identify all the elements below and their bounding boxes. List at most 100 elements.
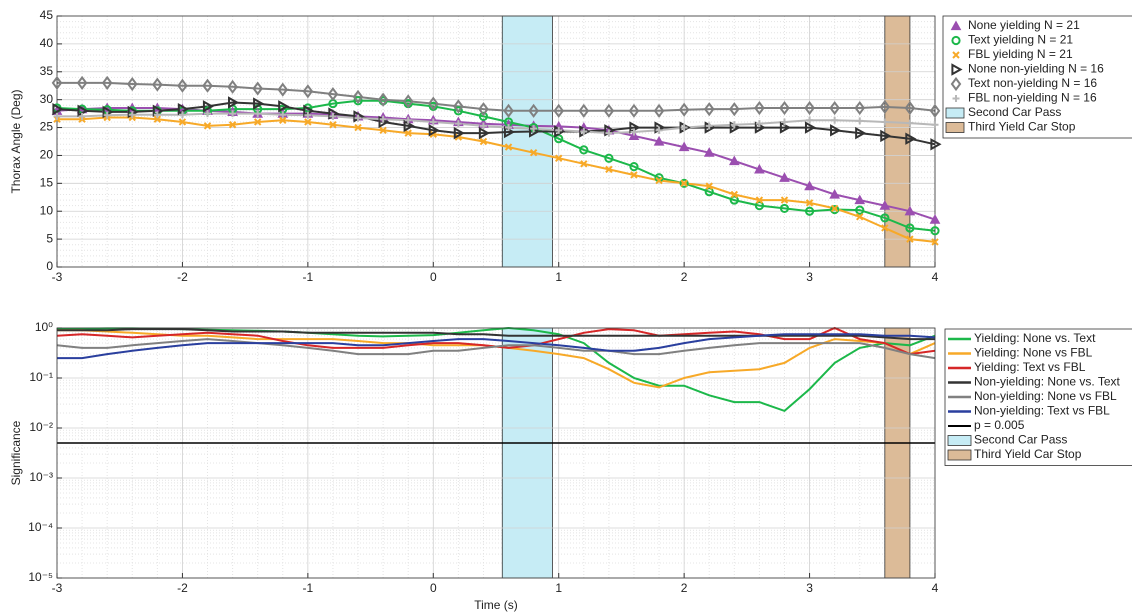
x-tick-label: -3 [52, 581, 63, 595]
marker [806, 116, 814, 124]
marker [228, 96, 240, 109]
y-tick-label: 10⁻¹ [29, 370, 53, 384]
y-tick-label: 10⁻⁵ [28, 570, 53, 584]
marker [178, 111, 186, 119]
marker [603, 103, 615, 118]
marker [629, 162, 639, 172]
marker [630, 128, 638, 136]
plot-area [57, 16, 935, 267]
marker [204, 110, 212, 118]
x-tick-label: 2 [681, 581, 688, 595]
marker [254, 110, 262, 118]
y-tick-label: 10⁻³ [29, 470, 53, 484]
marker [327, 87, 339, 102]
legend-swatch [947, 435, 972, 446]
marker [530, 125, 538, 133]
marker [703, 102, 715, 117]
marker [202, 78, 213, 93]
legend-marker [952, 95, 960, 102]
y-tick-label: 10 [40, 203, 54, 217]
marker [580, 160, 588, 168]
marker [780, 118, 788, 126]
legend-label: Text yielding N = 21 [968, 33, 1073, 47]
series-line [57, 328, 935, 341]
marker [653, 135, 665, 146]
marker [879, 200, 891, 210]
marker [729, 195, 739, 205]
legend-label: Third Yield Car Stop [974, 447, 1082, 461]
marker [680, 179, 688, 188]
marker [404, 116, 412, 124]
y-tick-label: 15 [40, 176, 54, 190]
marker [605, 165, 613, 174]
marker [252, 81, 263, 96]
legend-label: Non-yielding: Text vs FBL [974, 404, 1110, 418]
marker [152, 77, 163, 92]
marker [202, 100, 215, 113]
x-tick-label: 0 [430, 270, 437, 284]
marker [352, 89, 364, 104]
y-tick-label: 5 [46, 231, 53, 245]
marker [53, 112, 61, 120]
marker [51, 75, 63, 91]
legend-box [944, 328, 1132, 466]
marker [855, 126, 867, 140]
y-axis-label: Thorax Angle (Deg) [9, 89, 23, 193]
marker [754, 163, 765, 174]
marker [730, 190, 739, 199]
legend-label: p = 0.005 [974, 418, 1025, 432]
marker [78, 112, 86, 120]
marker [831, 116, 839, 124]
legend-label: Third Yield Car Stop [968, 120, 1076, 134]
legend-label: FBL yielding N = 21 [968, 47, 1073, 61]
marker [779, 172, 790, 182]
marker [904, 100, 916, 116]
y-tick-label: 30 [40, 92, 54, 106]
marker [427, 96, 439, 111]
legend-label: Non-yielding: None vs FBL [974, 389, 1117, 403]
marker [279, 111, 287, 119]
marker [780, 196, 789, 204]
marker [779, 203, 790, 214]
x-tick-label: 4 [932, 270, 939, 284]
marker [931, 121, 939, 129]
marker [804, 180, 815, 191]
marker [329, 121, 337, 129]
marker [253, 118, 262, 126]
marker [854, 194, 866, 205]
marker [354, 114, 362, 122]
marker [628, 103, 640, 118]
x-tick-label: -1 [303, 581, 314, 595]
marker [454, 120, 462, 128]
marker [203, 122, 212, 130]
marker [856, 117, 864, 125]
marker [128, 111, 136, 119]
legend-label: Second Car Pass [968, 105, 1061, 119]
marker [755, 196, 764, 204]
marker [805, 199, 814, 207]
y-tick-label: 35 [40, 64, 54, 78]
marker [177, 78, 188, 93]
x-tick-label: -2 [177, 270, 188, 284]
marker [153, 111, 161, 119]
marker [178, 118, 187, 126]
marker [453, 126, 465, 140]
marker [453, 99, 464, 114]
legend-label: None non-yielding N = 16 [968, 62, 1104, 76]
y-axis-label: Significance [9, 420, 23, 485]
marker [880, 213, 890, 223]
marker [479, 137, 488, 146]
marker [680, 124, 688, 132]
marker [578, 103, 590, 118]
marker [630, 171, 638, 179]
x-tick-label: 2 [681, 270, 688, 284]
marker [653, 103, 665, 118]
plot-area [57, 328, 935, 578]
marker [579, 145, 589, 155]
marker [830, 124, 842, 137]
marker [379, 115, 387, 123]
legend-box [942, 15, 1132, 139]
shaded-region [884, 327, 911, 579]
legend-label: FBL non-yielding N = 16 [968, 91, 1097, 105]
